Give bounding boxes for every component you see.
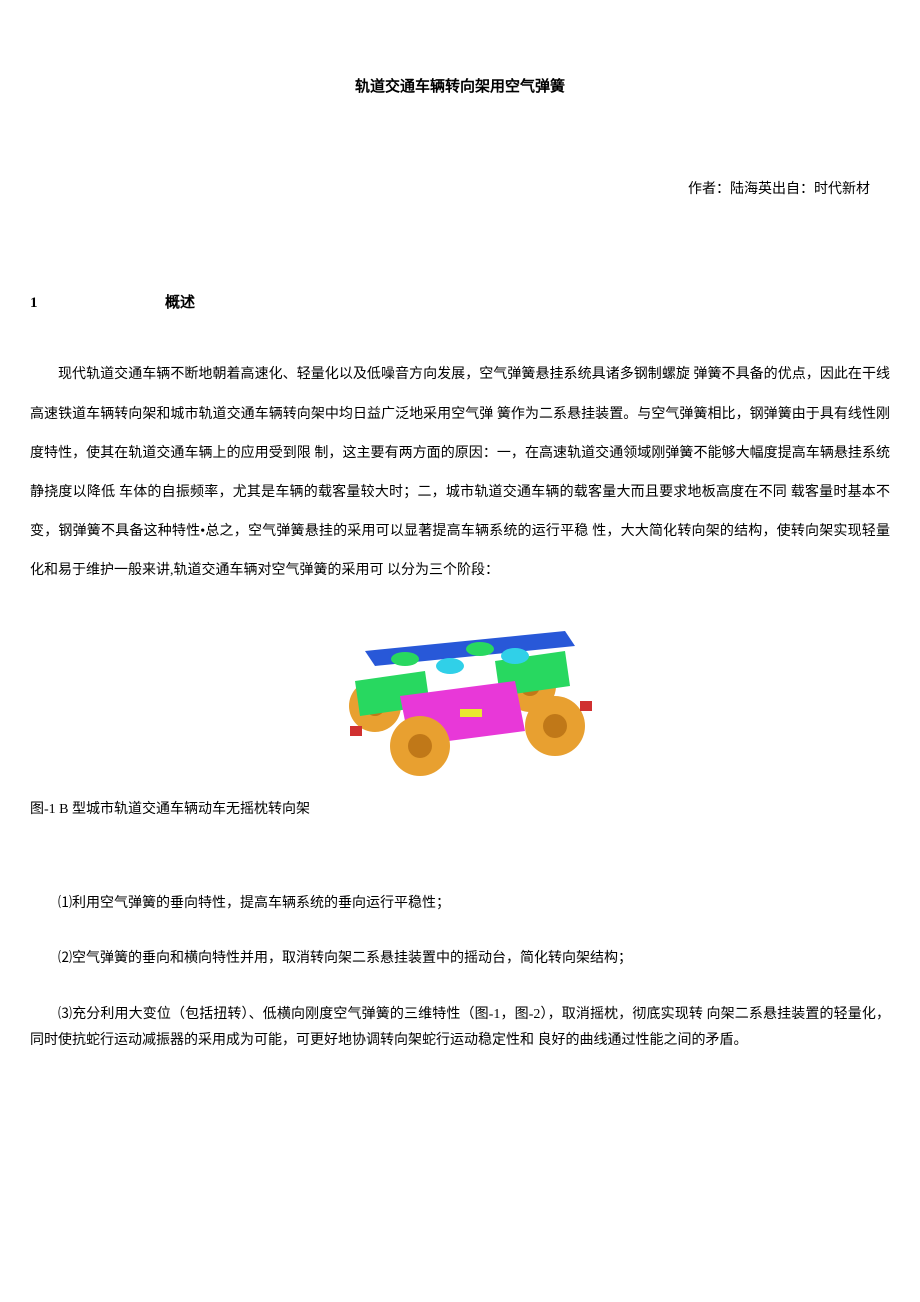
paragraph-overview: 现代轨道交通车辆不断地朝着高速化、轻量化以及低噪音方向发展，空气弹簧悬挂系统具诸… — [30, 355, 890, 590]
figure-1-caption: 图-1 B 型城市轨道交通车辆动车无摇枕转向架 — [30, 799, 890, 821]
bogie-illustration — [305, 611, 615, 781]
figure-1 — [30, 611, 890, 789]
page-title: 轨道交通车辆转向架用空气弹簧 — [30, 75, 890, 99]
list-item-2: ⑵空气弹簧的垂向和横向特性并用，取消转向架二系悬挂装置中的摇动台，简化转向架结构… — [30, 946, 890, 971]
bogie-svg-icon — [305, 611, 615, 781]
section-heading: 概述 — [165, 295, 195, 311]
list-item-1: ⑴利用空气弹簧的垂向特性，提高车辆系统的垂向运行平稳性； — [30, 891, 890, 916]
list-item-3: ⑶充分利用大变位（包括扭转）、低横向刚度空气弹簧的三维特性（图-1，图-2），取… — [30, 1002, 890, 1055]
section-header-1: 1概述 — [30, 291, 890, 315]
section-number: 1 — [30, 291, 165, 315]
author-line: 作者：陆海英出自：时代新材 — [30, 179, 890, 201]
